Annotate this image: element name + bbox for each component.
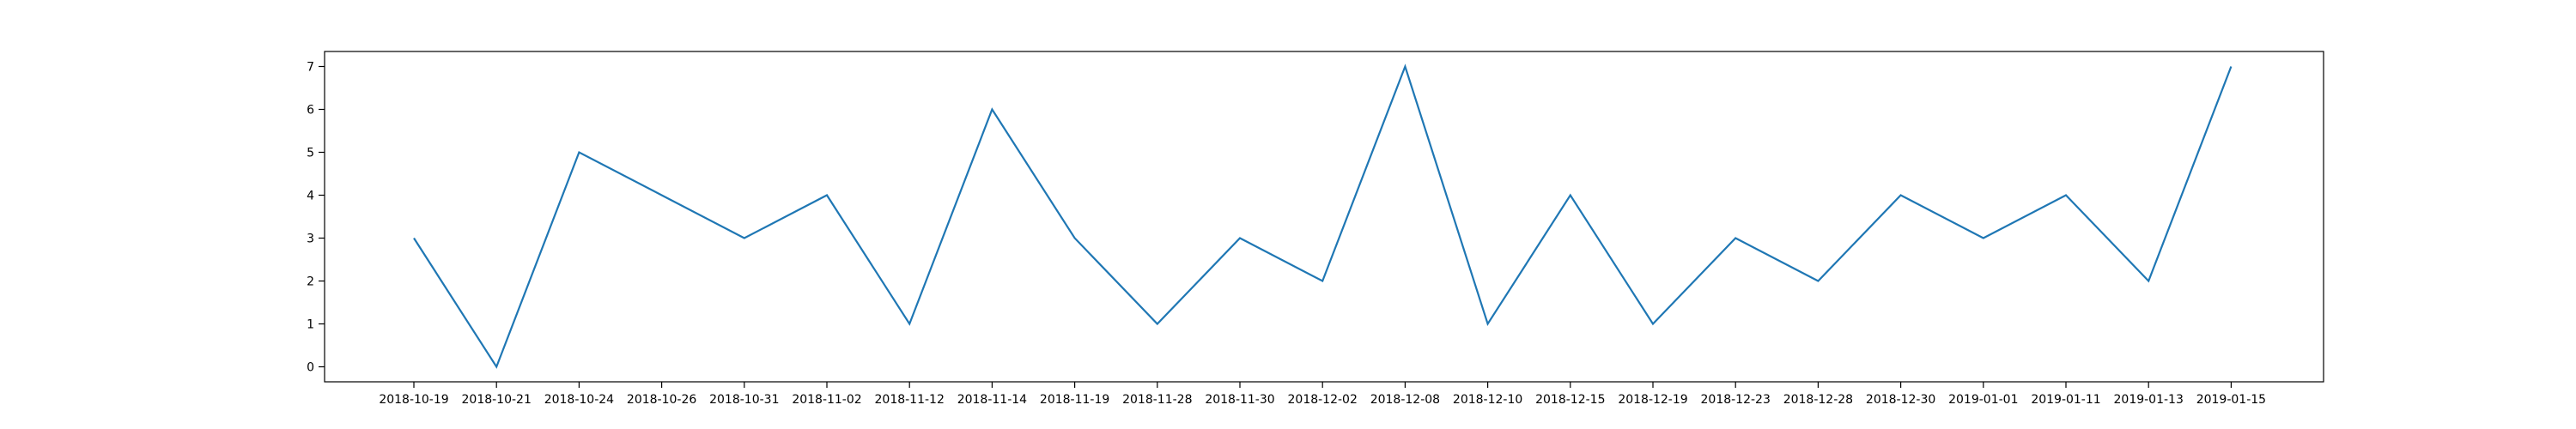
x-tick-label: 2018-10-26: [627, 393, 696, 407]
x-axis: 2018-10-19 2018-10-21 2018-10-24 2018-10-26…: [379, 382, 2266, 407]
y-tick-label: 1: [307, 318, 314, 332]
x-tick-label: 2019-01-13: [2114, 393, 2184, 407]
x-tick-label: 2018-11-02: [792, 393, 861, 407]
x-tick-label: 2018-12-15: [1535, 393, 1605, 407]
x-tick-label: 2019-01-15: [2196, 393, 2266, 407]
x-tick-label: 2018-12-10: [1453, 393, 1522, 407]
x-tick-label: 2018-12-28: [1783, 393, 1853, 407]
x-tick-label: 2019-01-01: [1948, 393, 2018, 407]
x-tick-label: 2018-11-12: [875, 393, 945, 407]
series-group: [413, 63, 2233, 369]
axes-frame: [324, 51, 2324, 383]
x-tick-label: 2018-11-19: [1040, 393, 1109, 407]
x-tick-label: 2018-10-24: [544, 393, 614, 407]
y-tick-label: 6: [307, 104, 314, 118]
x-tick-label: 2018-12-19: [1618, 393, 1687, 407]
x-tick-label: 2018-11-14: [957, 393, 1027, 407]
x-tick-label: 2018-10-19: [379, 393, 448, 407]
y-tick-label: 2: [307, 275, 314, 289]
x-tick-label: 2018-10-21: [462, 393, 532, 407]
x-tick-label: 2018-12-23: [1701, 393, 1771, 407]
y-axis: 0 1 2 3 4 5 6 7: [307, 61, 325, 375]
y-tick-label: 5: [307, 147, 314, 160]
y-tick-label: 7: [307, 61, 314, 75]
x-tick-label: 2018-12-02: [1288, 393, 1358, 407]
y-tick-label: 3: [307, 233, 314, 246]
x-tick-label: 2018-11-28: [1122, 393, 1192, 407]
x-tick-label: 2018-10-31: [709, 393, 779, 407]
y-tick-label: 0: [307, 361, 314, 375]
plot-area: [325, 51, 2324, 382]
x-tick-label: 2018-12-30: [1866, 393, 1935, 407]
x-tick-label: 2018-11-30: [1205, 393, 1274, 407]
x-tick-label: 2019-01-11: [2031, 393, 2100, 407]
y-tick-label: 4: [307, 190, 314, 203]
x-tick-label: 2018-12-08: [1370, 393, 1440, 407]
